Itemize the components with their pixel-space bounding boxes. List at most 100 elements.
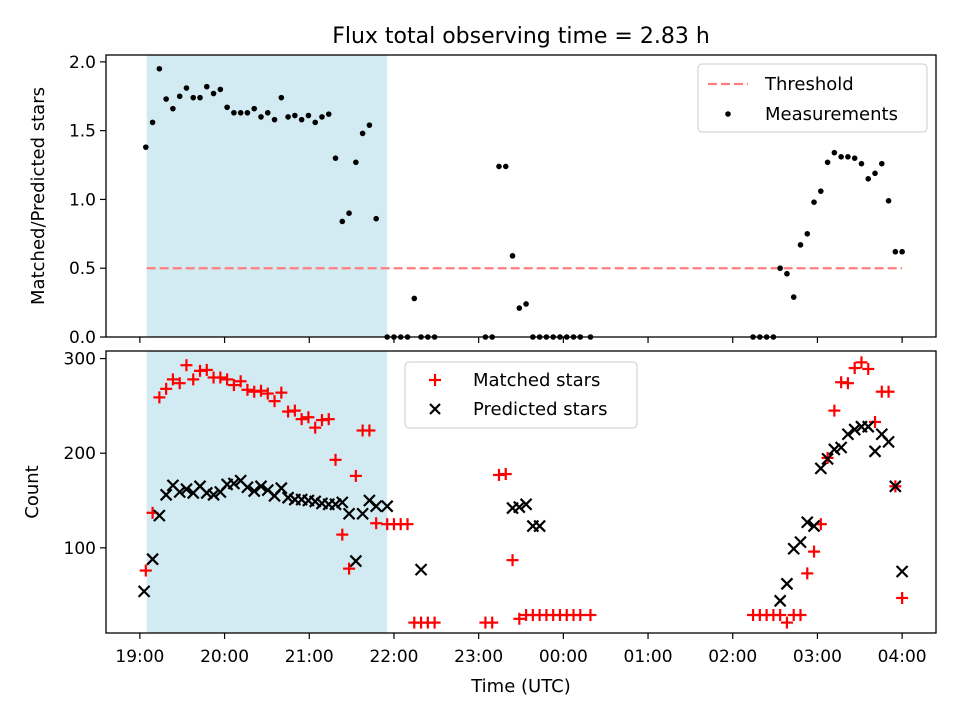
predicted-star-point — [207, 488, 220, 502]
y-tick-label: 200 — [64, 444, 96, 464]
matched-star-point — [349, 469, 362, 482]
measurement-point — [838, 153, 844, 160]
measurement-point — [325, 111, 332, 117]
predicted-star-point — [780, 577, 794, 591]
chart-title: Flux total observing time = 2.83 h — [332, 24, 710, 49]
predicted-star-point — [861, 420, 875, 433]
measurement-point — [271, 116, 278, 123]
matched-star-point — [295, 413, 308, 426]
matched-star-point — [153, 391, 166, 404]
measurement-point — [502, 163, 509, 170]
top-legend: Threshold Measurements — [697, 63, 928, 133]
measurement-point — [332, 155, 339, 161]
matched-star-point — [841, 377, 854, 390]
top-y-axis: 0.0 0.5 1.0 1.5 2.0 — [69, 53, 106, 348]
bottom-x-axis: 19:00 20:00 21:00 22:00 23:00 00:00 01:00 02:00… — [115, 633, 927, 667]
matched-star-point — [882, 385, 895, 398]
matched-star-point — [896, 591, 909, 604]
measurement-point — [831, 149, 838, 156]
predicted-star-point — [794, 535, 807, 549]
y-tick-label: 300 — [64, 350, 96, 370]
matched-star-point — [268, 395, 281, 408]
measurement-point — [366, 122, 373, 128]
predicted-star-point — [773, 594, 787, 608]
x-tick-label: 02:00 — [708, 647, 757, 667]
matched-star-point — [166, 373, 179, 386]
matched-star-point — [261, 387, 274, 400]
top-legend-box — [697, 63, 928, 133]
predicted-star-point — [275, 481, 288, 495]
predicted-star-point — [159, 488, 173, 502]
matched-star-point — [513, 612, 526, 625]
measurement-point — [237, 109, 244, 116]
measurement-point — [353, 159, 359, 166]
measurement-point — [811, 199, 817, 205]
measurement-point — [845, 153, 851, 160]
measurement-point — [899, 248, 905, 255]
matched-stars-series — [139, 356, 909, 629]
matched-star-point — [241, 383, 254, 396]
measurement-point — [143, 144, 149, 150]
bottom-y-axis-label: Count — [22, 465, 43, 518]
measurement-point — [197, 94, 203, 101]
top-plot-frame — [105, 54, 937, 338]
matched-star-point — [234, 375, 247, 388]
measurement-point — [170, 105, 176, 112]
predicted-star-point — [533, 519, 546, 533]
x-axis-label: Time (UTC) — [470, 676, 571, 697]
legend-threshold-label: Threshold — [764, 74, 854, 95]
measurement-point — [359, 130, 366, 137]
measurement-point — [312, 119, 318, 126]
matched-star-point — [200, 363, 213, 376]
measurement-point — [156, 65, 163, 72]
predicted-star-point — [356, 507, 369, 521]
matched-star-point — [774, 609, 787, 622]
x-tick-label: 03:00 — [793, 647, 842, 667]
matched-star-point — [828, 404, 841, 417]
matched-star-point — [329, 453, 342, 466]
predicted-star-point — [342, 507, 356, 521]
matched-star-point — [499, 468, 512, 481]
measurement-point — [523, 301, 529, 307]
measurement-point — [224, 104, 230, 111]
legend-measurements-label: Measurements — [765, 104, 898, 125]
measurement-point — [319, 114, 325, 120]
matched-star-point — [343, 562, 356, 575]
x-tick-label: 23:00 — [454, 647, 503, 667]
matched-star-point — [221, 373, 234, 386]
matched-star-point — [780, 616, 793, 629]
matched-star-point — [275, 386, 288, 399]
matched-star-point — [506, 554, 519, 567]
matched-star-point — [288, 404, 301, 417]
measurement-point — [278, 94, 285, 101]
measurement-point — [865, 176, 872, 182]
measurement-point — [258, 114, 264, 120]
predicted-star-point — [336, 496, 349, 509]
legend-measurements-swatch — [725, 111, 731, 117]
matched-star-point — [187, 373, 200, 386]
bottom-legend-box — [404, 361, 638, 429]
measurement-point — [784, 270, 790, 277]
bottom-plot-frame — [105, 350, 937, 634]
predicted-star-point — [848, 423, 861, 436]
y-tick-label: 100 — [64, 539, 96, 559]
matched-star-point — [855, 356, 868, 369]
matched-star-point — [322, 413, 335, 426]
predicted-star-point — [137, 585, 151, 598]
measurement-point — [777, 265, 783, 272]
predicted-star-point — [241, 480, 254, 494]
matched-star-point — [862, 362, 875, 375]
measurement-point — [346, 210, 352, 216]
predicted-star-point — [868, 445, 882, 458]
measurement-point — [183, 85, 190, 91]
predicted-star-point — [814, 462, 828, 475]
x-tick-label: 01:00 — [624, 647, 673, 667]
measurement-point — [264, 109, 271, 116]
measurement-point — [190, 94, 197, 101]
measurement-point — [509, 253, 516, 259]
measurement-point — [496, 163, 502, 170]
matched-star-point — [848, 362, 861, 375]
bottom-panel: 100 200 300 19:00 20:00 21:00 22:00 23:00 00:00… — [22, 350, 937, 697]
predicted-star-point — [889, 480, 902, 493]
matched-star-point — [160, 382, 173, 395]
